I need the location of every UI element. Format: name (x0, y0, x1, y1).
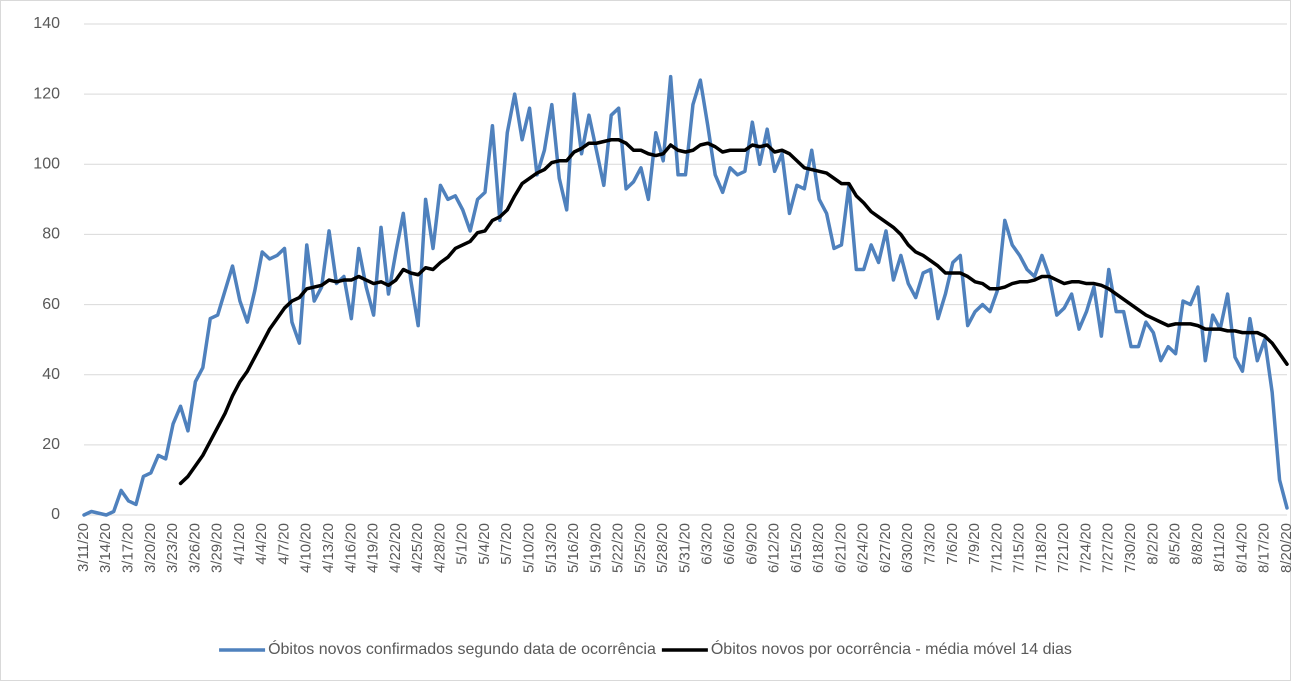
y-tick-label: 100 (33, 156, 60, 173)
x-tick-label: 5/4/20 (476, 523, 493, 565)
x-tick-label: 7/12/20 (988, 523, 1005, 573)
x-tick-label: 6/27/20 (877, 523, 894, 573)
x-tick-label: 8/8/20 (1189, 523, 1206, 565)
x-tick-label: 6/6/20 (721, 523, 738, 565)
x-tick-label: 5/22/20 (610, 523, 627, 573)
x-tick-label: 6/21/20 (832, 523, 849, 573)
x-tick-label: 4/1/20 (231, 523, 248, 565)
x-tick-label: 8/17/20 (1256, 523, 1273, 573)
x-tick-label: 4/25/20 (409, 523, 426, 573)
x-tick-label: 5/7/20 (498, 523, 515, 565)
x-tick-label: 4/28/20 (431, 523, 448, 573)
x-tick-label: 8/2/20 (1144, 523, 1161, 565)
x-tick-label: 6/15/20 (788, 523, 805, 573)
legend-label: Óbitos novos por ocorrência - média móve… (711, 639, 1072, 658)
x-tick-label: 5/19/20 (587, 523, 604, 573)
x-tick-label: 7/6/20 (944, 523, 961, 565)
x-tick-label: 3/26/20 (186, 523, 203, 573)
x-tick-label: 7/30/20 (1122, 523, 1139, 573)
x-tick-label: 8/20/20 (1278, 523, 1291, 573)
x-tick-label: 7/21/20 (1055, 523, 1072, 573)
x-tick-label: 5/31/20 (676, 523, 693, 573)
x-tick-label: 4/16/20 (342, 523, 359, 573)
y-tick-label: 80 (42, 226, 60, 243)
y-tick-label: 140 (33, 15, 60, 32)
x-tick-label: 8/5/20 (1167, 523, 1184, 565)
x-tick-label: 7/18/20 (1033, 523, 1050, 573)
x-tick-label: 6/9/20 (743, 523, 760, 565)
y-tick-label: 40 (42, 366, 60, 383)
x-tick-label: 7/27/20 (1100, 523, 1117, 573)
x-tick-label: 6/18/20 (810, 523, 827, 573)
x-tick-label: 3/11/20 (75, 523, 92, 572)
y-tick-label: 0 (51, 506, 60, 523)
x-tick-label: 3/29/20 (209, 523, 226, 573)
x-tick-label: 4/4/20 (253, 523, 270, 565)
y-tick-label: 60 (42, 296, 60, 313)
y-tick-label: 20 (42, 436, 60, 453)
x-tick-label: 3/23/20 (164, 523, 181, 573)
x-tick-label: 5/16/20 (565, 523, 582, 573)
x-tick-label: 6/3/20 (699, 523, 716, 565)
x-tick-label: 3/14/20 (97, 523, 114, 573)
x-tick-label: 6/30/20 (899, 523, 916, 573)
series-line (178, 137, 1289, 486)
x-tick-label: 6/12/20 (766, 523, 783, 573)
x-tick-label: 7/15/20 (1011, 523, 1028, 573)
x-tick-label: 5/25/20 (632, 523, 649, 573)
legend-label: Óbitos novos confirmados segundo data de… (268, 639, 656, 658)
x-tick-label: 4/13/20 (320, 523, 337, 573)
x-tick-label: 7/24/20 (1077, 523, 1094, 573)
series-line (82, 74, 1289, 517)
x-tick-label: 4/22/20 (387, 523, 404, 573)
x-tick-label: 5/10/20 (521, 523, 538, 573)
x-tick-label: 3/20/20 (142, 523, 159, 573)
x-tick-label: 7/9/20 (966, 523, 983, 565)
x-tick-label: 5/1/20 (454, 523, 471, 565)
x-tick-label: 8/14/20 (1233, 523, 1250, 573)
x-tick-label: 6/24/20 (855, 523, 872, 573)
x-tick-label: 3/17/20 (120, 523, 137, 573)
x-tick-label: 4/10/20 (298, 523, 315, 573)
x-tick-label: 8/11/20 (1211, 523, 1228, 572)
x-tick-label: 4/7/20 (275, 523, 292, 565)
x-tick-label: 4/19/20 (365, 523, 382, 573)
x-tick-label: 7/3/20 (922, 523, 939, 565)
x-tick-label: 5/28/20 (654, 523, 671, 573)
y-tick-label: 120 (33, 85, 60, 102)
x-tick-label: 5/13/20 (543, 523, 560, 573)
